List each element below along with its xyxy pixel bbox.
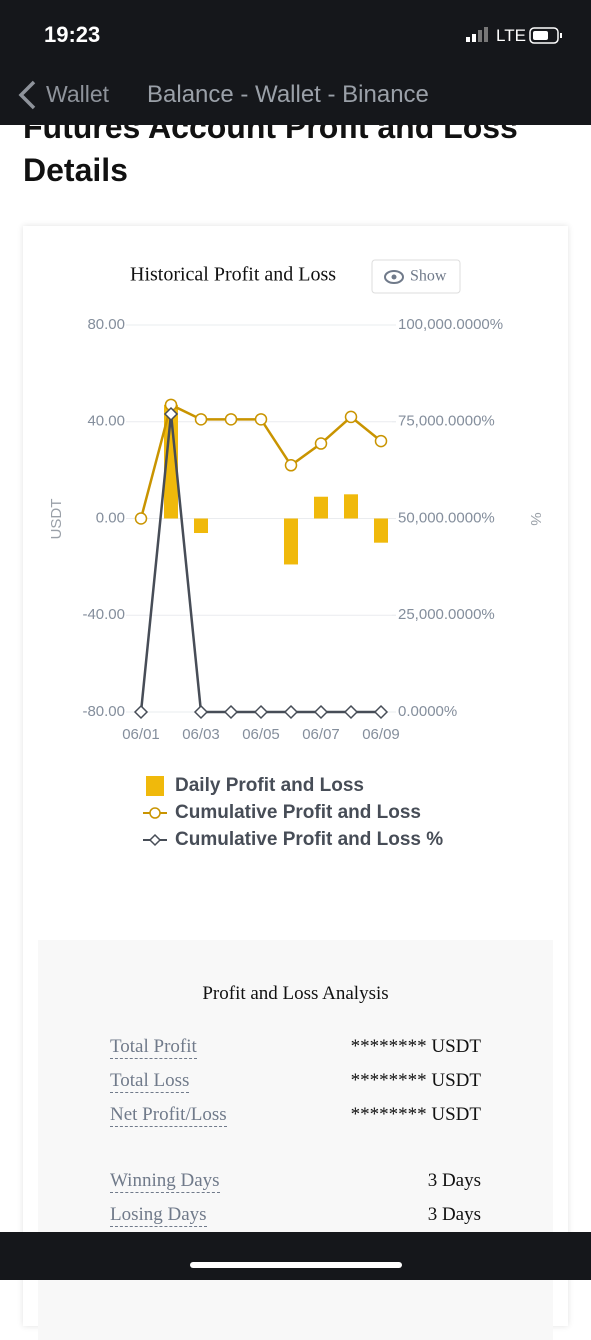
- bar: [284, 518, 298, 565]
- eye-pupil: [391, 274, 397, 280]
- legend-label: Cumulative Profit and Loss %: [175, 829, 443, 850]
- circle-marker: [224, 413, 238, 426]
- legend-marker: [149, 807, 161, 819]
- diamond-marker: [133, 704, 149, 720]
- y-axis-label: USDT: [48, 499, 65, 540]
- diamond-marker: [313, 704, 329, 720]
- circle-marker: [374, 434, 388, 448]
- row-label: Net Profit/Loss: [110, 1104, 227, 1127]
- back-icon[interactable]: [16, 80, 40, 110]
- y-tick-label: 40.00: [87, 413, 125, 430]
- row-label: Total Profit: [110, 1036, 197, 1059]
- diamond-marker: [253, 704, 269, 720]
- bar: [164, 404, 178, 519]
- diamond-marker: [373, 704, 389, 720]
- chart-title: Historical Profit and Loss: [130, 264, 336, 286]
- diamond-marker: [343, 704, 359, 720]
- bar: [314, 496, 328, 519]
- show-label[interactable]: Show: [410, 268, 447, 285]
- show-button[interactable]: [371, 259, 461, 294]
- row-label: Total Loss: [110, 1070, 190, 1093]
- status-icons: [466, 27, 562, 44]
- y2-tick-label: 75,000.0000%: [398, 413, 495, 430]
- chart: Historical Profit and Loss Show USDT % -…: [48, 259, 544, 850]
- row-label: Losing Days: [110, 1204, 207, 1227]
- x-tick-label: 06/07: [302, 726, 340, 743]
- y-tick-label: 80.00: [87, 316, 125, 333]
- legend-label: Daily Profit and Loss: [175, 775, 364, 796]
- bar: [374, 518, 388, 543]
- bar: [344, 494, 358, 519]
- y2-tick-label: 0.0000%: [398, 703, 457, 720]
- page: 19:23 LTE Wallet Balance - Wallet - Bina…: [0, 0, 591, 1280]
- home-bar: [0, 1232, 591, 1280]
- circle-marker: [194, 413, 208, 426]
- y2-tick-label: 25,000.0000%: [398, 606, 495, 623]
- analysis-panel: Profit and Loss Analysis Total Profit ***…: [38, 940, 553, 1340]
- circle-marker: [254, 413, 268, 426]
- network: LTE: [496, 26, 526, 45]
- legend-label: Cumulative Profit and Loss: [175, 802, 421, 823]
- y2-tick-label: 100,000.0000%: [398, 316, 503, 333]
- diamond-marker: [163, 406, 179, 422]
- row-value: ******** USDT: [350, 1104, 481, 1125]
- x-tick-label: 06/09: [362, 726, 400, 743]
- circle-marker: [314, 437, 328, 450]
- y-tick-label: 0.00: [96, 509, 125, 526]
- circle-marker: [134, 512, 148, 525]
- header: 19:23 LTE Wallet Balance - Wallet - Bina…: [0, 0, 591, 125]
- diamond-marker: [193, 704, 209, 720]
- x-tick-label: 06/05: [242, 726, 280, 743]
- y-tick-label: -80.00: [82, 703, 125, 720]
- bar: [194, 518, 208, 534]
- row-value: 3 Days: [427, 1170, 481, 1191]
- circle-marker: [284, 459, 298, 472]
- x-tick-label: 06/03: [182, 726, 220, 743]
- legend-marker: [148, 833, 162, 847]
- y2-tick-label: 50,000.0000%: [398, 509, 495, 526]
- row-value: ******** USDT: [350, 1036, 481, 1057]
- back-button[interactable]: Wallet: [46, 81, 110, 107]
- eye-icon: [384, 270, 404, 284]
- y-tick-label: -40.00: [82, 606, 125, 623]
- diamond-marker: [283, 704, 299, 720]
- time: 19:23: [44, 22, 101, 47]
- circle-marker: [344, 410, 358, 424]
- row-value: 3 Days: [427, 1204, 481, 1225]
- diamond-marker: [223, 704, 239, 720]
- row-value: ******** USDT: [350, 1070, 481, 1091]
- y2-axis-label: %: [527, 512, 544, 525]
- home-indicator: [190, 1262, 402, 1268]
- analysis-title: Profit and Loss Analysis: [202, 983, 389, 1004]
- legend-swatch: [146, 776, 164, 796]
- row-label: Winning Days: [110, 1170, 220, 1193]
- nav-title: Balance - Wallet - Binance: [147, 81, 429, 108]
- x-tick-label: 06/01: [122, 726, 160, 743]
